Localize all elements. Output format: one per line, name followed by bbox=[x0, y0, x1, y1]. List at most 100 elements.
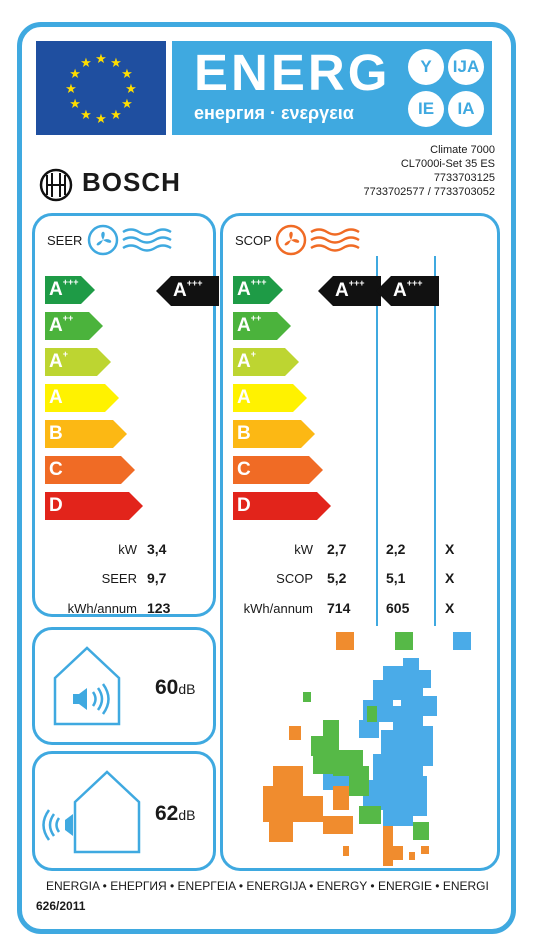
climate-zone-block bbox=[343, 846, 349, 856]
heating-kw-value: 2,2 bbox=[386, 541, 406, 557]
cooling-seer-label: SEER bbox=[101, 571, 137, 586]
eu-flag: ★ ★ ★ ★ ★ ★ ★ ★ ★ ★ ★ ★ bbox=[36, 41, 166, 135]
efficiency-class-label: A++ bbox=[49, 313, 74, 336]
cooling-panel: SEER A+++ A++ A+ A B C D A+++ kW 3,4 SEER 9,7 … bbox=[32, 213, 219, 617]
heating-panel: SCOP A+++ A++ A+ A B C D A+++ A+++ kW 2,7 2,2 … bbox=[220, 213, 500, 871]
climate-square-colder bbox=[453, 632, 471, 650]
heating-rating-plus: +++ bbox=[348, 278, 365, 288]
energy-word: ENERG bbox=[194, 44, 391, 101]
outdoor-speaker-icon bbox=[42, 770, 141, 854]
cooling-seer-value: 9,7 bbox=[147, 570, 167, 586]
climate-zone-block bbox=[383, 806, 413, 826]
climate-zone-block bbox=[393, 846, 403, 860]
cooling-kwh-label: kWh/annum bbox=[67, 601, 137, 616]
eu-star-icon: ★ bbox=[110, 55, 122, 70]
climate-zone-block bbox=[359, 806, 381, 824]
climate-zone-block bbox=[363, 780, 403, 810]
cooling-rating-letter: A bbox=[173, 280, 187, 301]
column-divider bbox=[434, 256, 436, 626]
heating-kwh-value: 714 bbox=[327, 600, 351, 616]
efficiency-class-label: D bbox=[237, 495, 251, 516]
climate-zone-block bbox=[333, 786, 349, 810]
eu-star-icon: ★ bbox=[121, 66, 133, 81]
heating-kwh-value: 605 bbox=[386, 600, 410, 616]
regulation-number: 626/2011 bbox=[36, 899, 86, 913]
eu-star-icon: ★ bbox=[110, 107, 122, 122]
language-badge: Y bbox=[408, 49, 444, 85]
heating-rating-plus: +++ bbox=[406, 278, 423, 288]
heating-scop-value: 5,2 bbox=[327, 570, 347, 586]
climate-zone-block bbox=[313, 756, 333, 774]
energy-subtitle: енергия · ενεργεια bbox=[194, 103, 354, 123]
language-badge: IJA bbox=[448, 49, 484, 85]
climate-zone-block bbox=[323, 816, 353, 834]
product-model: CL7000i-Set 35 ES bbox=[400, 158, 495, 170]
efficiency-class-label: A bbox=[237, 387, 251, 408]
product-info: Climate 7000 CL7000i-Set 35 ES 773370312… bbox=[363, 143, 495, 199]
energy-title-box: ENERG енергия · ενεργεια Y IJA IE IA bbox=[172, 41, 492, 135]
climate-zone-block bbox=[413, 822, 429, 840]
climate-zone-block bbox=[421, 696, 437, 716]
eu-star-icon: ★ bbox=[65, 81, 77, 96]
heating-scop-value: 5,1 bbox=[386, 570, 406, 586]
eu-star-icon: ★ bbox=[69, 66, 81, 81]
climate-zone-block bbox=[421, 846, 429, 854]
climate-zone-block bbox=[269, 822, 293, 842]
column-divider bbox=[376, 256, 378, 626]
energy-label: ★ ★ ★ ★ ★ ★ ★ ★ ★ ★ ★ ★ ENERG енергия · ενεργεια Y … bbox=[17, 22, 516, 934]
indoor-noise-unit: dB bbox=[178, 681, 196, 697]
cooling-kw-value: 3,4 bbox=[147, 541, 167, 557]
cooling-kw-label: kW bbox=[118, 542, 137, 557]
climate-zone-block bbox=[303, 692, 311, 702]
climate-zone-block bbox=[413, 670, 431, 688]
product-line: Climate 7000 bbox=[430, 144, 495, 156]
climate-zone-block bbox=[383, 826, 393, 866]
efficiency-class-label: C bbox=[237, 459, 251, 480]
eu-star-icon: ★ bbox=[80, 55, 92, 70]
efficiency-class-label: D bbox=[49, 495, 63, 516]
heating-kw-value: 2,7 bbox=[327, 541, 347, 557]
fan-heating-icon bbox=[275, 224, 360, 256]
indoor-speaker-icon bbox=[53, 646, 121, 726]
efficiency-class-label: A++ bbox=[237, 313, 262, 336]
heating-title: SCOP bbox=[235, 233, 272, 248]
outdoor-noise-unit: dB bbox=[178, 807, 196, 823]
heating-kw-label: kW bbox=[294, 542, 313, 557]
indoor-noise-value: 60dB bbox=[155, 676, 196, 699]
eu-star-icon: ★ bbox=[95, 51, 107, 66]
heating-kw-value: X bbox=[445, 541, 455, 557]
bosch-armature-icon bbox=[39, 168, 73, 202]
climate-zone-block bbox=[409, 852, 415, 860]
language-badge: IE bbox=[408, 91, 444, 127]
outdoor-noise-value: 62dB bbox=[155, 802, 196, 825]
cooling-title: SEER bbox=[47, 233, 83, 248]
climate-zone-block bbox=[303, 796, 323, 822]
climate-zone-block bbox=[373, 680, 401, 700]
heating-kwh-label: kWh/annum bbox=[243, 601, 313, 616]
cooling-rating-plus: +++ bbox=[186, 278, 203, 288]
outdoor-noise-panel: 62dB bbox=[32, 751, 216, 871]
footer-languages: ENERGIA • ЕНЕРГИЯ • ΕΝΕΡΓΕΙΑ • ENERGIJA … bbox=[46, 879, 489, 893]
efficiency-class-label: B bbox=[49, 423, 63, 444]
indoor-noise-panel: 60dB bbox=[32, 627, 216, 745]
efficiency-class-label: C bbox=[49, 459, 63, 480]
climate-zone-block bbox=[311, 736, 329, 756]
language-badge: IA bbox=[448, 91, 484, 127]
climate-zone-block bbox=[383, 666, 403, 680]
eu-star-icon: ★ bbox=[69, 96, 81, 111]
heating-rating-letter: A bbox=[335, 280, 349, 301]
eu-star-icon: ★ bbox=[95, 111, 107, 126]
heating-kwh-value: X bbox=[445, 600, 455, 616]
heating-scop-value: X bbox=[445, 570, 455, 586]
climate-square-average bbox=[395, 632, 413, 650]
cooling-kwh-value: 123 bbox=[147, 600, 171, 616]
climate-zone-block bbox=[263, 786, 303, 822]
efficiency-class-label: A+++ bbox=[49, 277, 79, 300]
climate-zone-block bbox=[289, 726, 301, 740]
climate-zone-block bbox=[359, 720, 379, 738]
climate-square-warmer bbox=[336, 632, 354, 650]
efficiency-class-label: A+ bbox=[237, 349, 256, 372]
eu-stars-icon: ★ ★★★★★★★★★★★ bbox=[65, 51, 137, 126]
product-codes: 7733702577 / 7733703052 bbox=[363, 186, 495, 198]
europe-climate-map bbox=[263, 658, 437, 866]
